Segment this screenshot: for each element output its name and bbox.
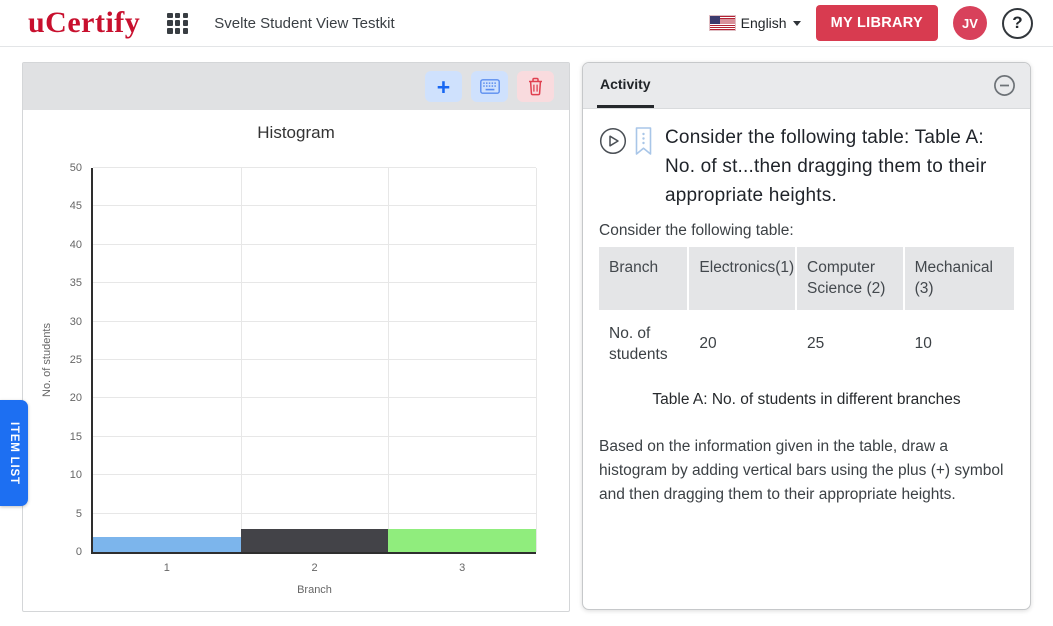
trash-icon (529, 77, 542, 96)
keyboard-button[interactable] (471, 71, 508, 102)
y-tick-label: 50 (69, 162, 82, 174)
table-header-cell: Electronics(1) (689, 246, 797, 310)
play-circle-icon (599, 127, 627, 155)
chart-toolbar: + (23, 63, 569, 110)
table-header-cell: Branch (599, 246, 690, 310)
y-tick-label: 25 (69, 354, 82, 366)
language-selector[interactable]: English (708, 15, 801, 31)
x-tick-label: 1 (163, 562, 170, 574)
y-tick-label: 20 (69, 392, 82, 405)
table-row: No. of students 20 25 10 (599, 310, 1014, 376)
gridline-vertical (240, 168, 242, 552)
question-title: Consider the following table: Table A: N… (665, 127, 987, 206)
chart-title: Histogram (257, 123, 335, 142)
item-list-tab[interactable]: ITEM LIST (0, 400, 28, 506)
histogram-bar-2[interactable] (240, 528, 389, 552)
table-caption: Table A: No. of students in different br… (652, 390, 961, 408)
gridline-horizontal (93, 167, 536, 168)
instruction-text: Based on the information given in the ta… (599, 437, 1004, 503)
add-bar-button[interactable]: + (425, 71, 462, 102)
y-tick-label: 30 (69, 315, 82, 328)
branch-data-table: Branch Electronics(1) Computer Science (2)… (599, 246, 1014, 376)
ucertify-logo[interactable]: uCertify (28, 6, 141, 39)
y-axis-title: No. of students (41, 323, 53, 397)
my-library-button[interactable]: MY LIBRARY (815, 5, 938, 41)
chevron-down-icon (792, 20, 801, 26)
delete-bar-button[interactable] (517, 71, 554, 102)
bookmark-icon (635, 127, 652, 155)
histogram-bar-3[interactable] (388, 528, 536, 552)
table-cell: 25 (807, 335, 825, 353)
gridline-vertical (388, 168, 390, 552)
gridline-horizontal (93, 512, 536, 514)
keyboard-icon (479, 79, 500, 94)
table-header-cell: Computer Science (2) (797, 246, 905, 310)
plot-area: Branch 0 5 10 15 20 25 30 35 40 45 50 1 2 3 (70, 162, 537, 596)
table-header-cell: Mechanical (3) (904, 246, 1014, 310)
x-tick-label: 2 (311, 562, 318, 574)
y-tick-label: 45 (69, 200, 82, 213)
activity-body: Consider the following table: Table A: N… (583, 109, 1030, 522)
gridline-horizontal (93, 474, 536, 476)
y-tick-label: 5 (75, 507, 82, 520)
app-grid-icon[interactable] (167, 12, 189, 34)
gridline-horizontal (93, 359, 536, 360)
gridline-horizontal (93, 397, 536, 399)
activity-panel: Activity (582, 62, 1031, 610)
x-tick-label: 3 (459, 562, 466, 574)
gridline-vertical (536, 168, 537, 552)
x-axis-title: Branch (297, 584, 332, 596)
gridline-horizontal (93, 320, 536, 322)
tab-activity[interactable]: Activity (597, 63, 654, 108)
gridline-horizontal (93, 243, 536, 245)
y-tick-label: 15 (69, 430, 82, 443)
y-tick-label: 10 (69, 469, 82, 482)
table-cell: 20 (699, 335, 717, 353)
bookmark-button[interactable] (635, 127, 652, 156)
avatar[interactable]: JV (953, 6, 987, 40)
y-tick-label: 0 (75, 546, 82, 558)
play-audio-button[interactable] (599, 127, 627, 156)
histogram-bar-1[interactable] (93, 536, 241, 552)
minus-circle-icon (994, 75, 1015, 96)
language-label: English (740, 15, 787, 31)
help-button[interactable]: ? (1002, 7, 1033, 39)
question-icons (599, 124, 652, 156)
question-head: Consider the following table: Table A: N… (599, 124, 1014, 211)
app-title: Svelte Student View Testkit (214, 14, 395, 32)
question-panel: + (22, 62, 570, 612)
us-flag-icon (708, 15, 736, 31)
table-intro-text: Consider the following table: (599, 221, 794, 239)
header-actions: English MY LIBRARY JV ? (708, 5, 1041, 41)
y-tick-label: 40 (69, 238, 82, 251)
y-tick-label: 35 (69, 277, 82, 290)
table-header-row: Branch Electronics(1) Computer Science (2)… (599, 246, 1014, 310)
app-header: uCertify Svelte Student View Testkit Eng… (0, 0, 1053, 47)
table-body: No. of students 20 25 10 (599, 310, 1014, 376)
gridline-horizontal (93, 435, 536, 437)
gridline-horizontal (93, 205, 536, 207)
histogram-chart: Histogram No. of students Branch 0 5 10 15 2… (23, 110, 569, 611)
activity-header: Activity (583, 63, 1030, 109)
table-cell: No. of students (609, 325, 668, 363)
collapse-panel-button[interactable] (993, 74, 1016, 97)
gridline-horizontal (93, 282, 536, 284)
table-cell: 10 (914, 335, 932, 353)
